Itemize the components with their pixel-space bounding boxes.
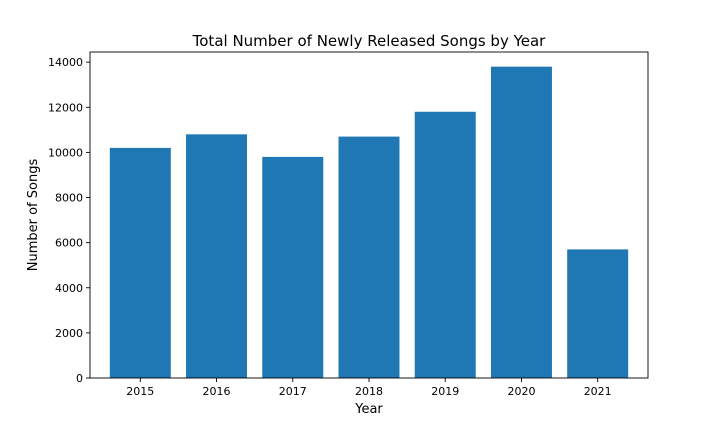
y-axis-label: Number of Songs [26,159,41,272]
bar-2015 [109,147,171,378]
x-tick-label-2021: 2021 [584,385,612,398]
bar-2021 [567,249,629,378]
y-tick-label-10000: 10000 [48,146,83,159]
y-tick-label-0: 0 [76,372,83,385]
x-tick-label-2016: 2016 [203,385,231,398]
bar-2018 [338,136,400,378]
x-axis-label: Year [354,402,383,417]
y-tick-label-12000: 12000 [48,101,83,114]
x-tick-label-2017: 2017 [279,385,307,398]
plot-area-frame [89,51,649,379]
y-tick-label-2000: 2000 [55,327,83,340]
y-axis-ticks: 0 2000 4000 6000 8000 10000 12000 14000 [48,56,90,385]
bars-layer [109,66,629,378]
bar-2019 [414,111,476,378]
bar-2017 [262,156,324,378]
x-tick-label-2020: 2020 [507,385,535,398]
x-tick-label-2015: 2015 [126,385,154,398]
x-tick-label-2019: 2019 [431,385,459,398]
y-tick-label-6000: 6000 [55,237,83,250]
bar-2016 [186,134,248,378]
y-tick-label-14000: 14000 [48,56,83,69]
bar-2020 [490,66,552,378]
x-tick-label-2018: 2018 [355,385,383,398]
x-axis-ticks: 2015 2016 2017 2018 2019 2020 2021 [126,378,612,398]
y-tick-label-8000: 8000 [55,192,83,205]
y-tick-label-4000: 4000 [55,282,83,295]
chart-title: Total Number of Newly Released Songs by … [192,32,547,50]
